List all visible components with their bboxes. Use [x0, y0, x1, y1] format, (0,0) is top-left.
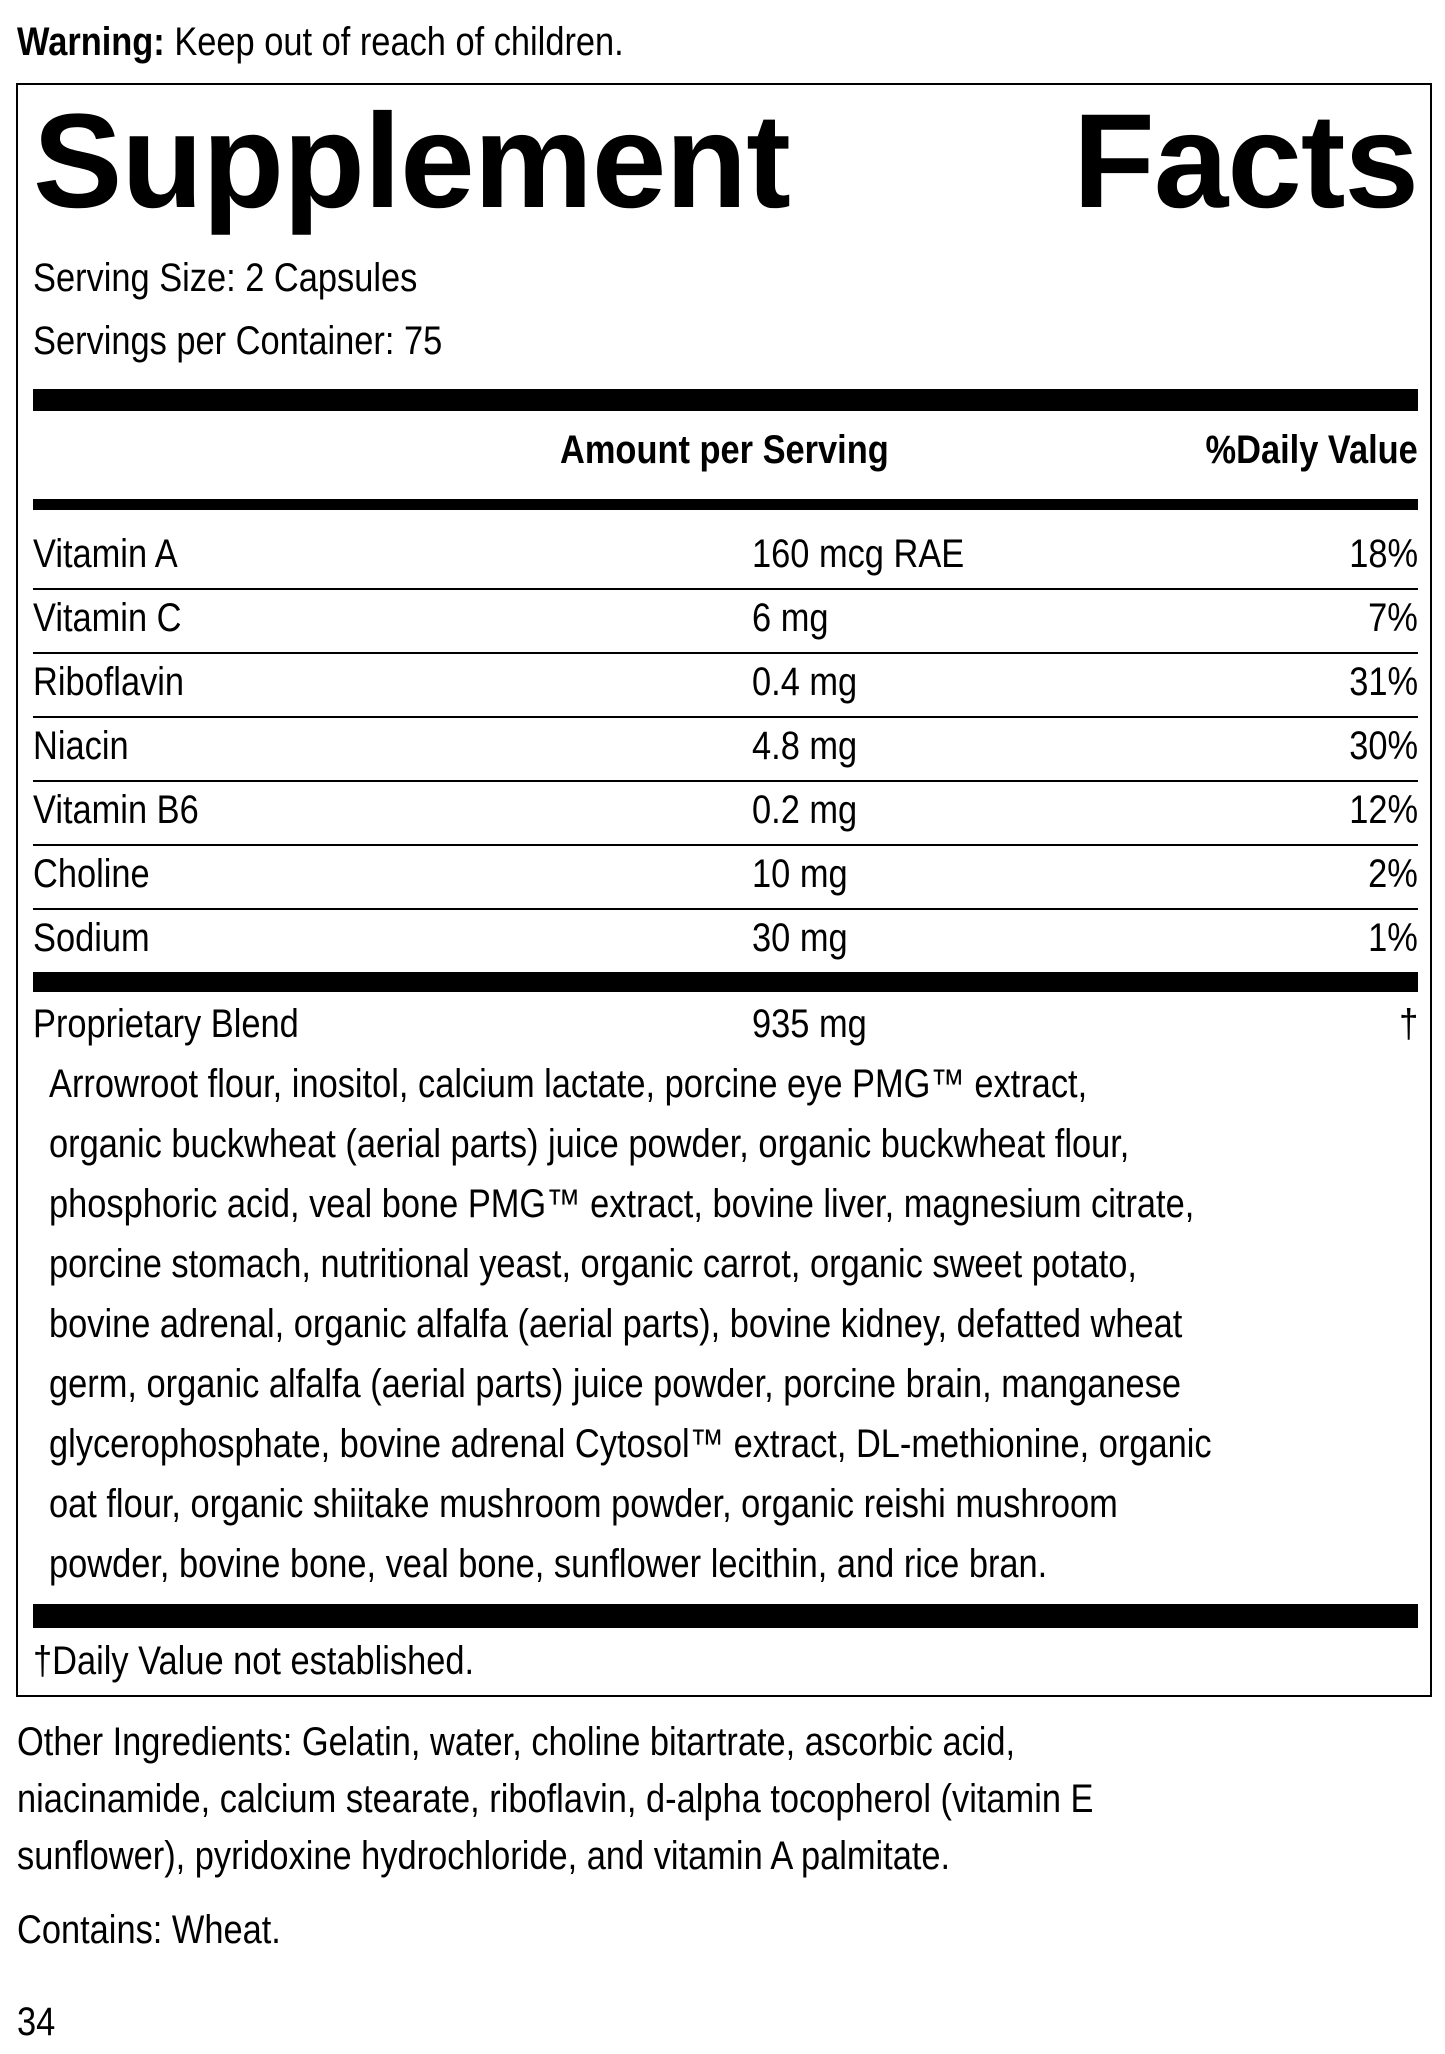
- divider-medium: [33, 499, 1418, 510]
- nutrient-dv: 7%: [1368, 596, 1418, 640]
- other-ingredients-line: niacinamide, calcium stearate, riboflavi…: [17, 1777, 1094, 1821]
- blend-dv: †: [1398, 1002, 1418, 1046]
- nutrient-amount: 0.4 mg: [752, 660, 858, 704]
- supplement-facts-panel: [16, 83, 1432, 1697]
- title-word-facts: Facts: [1072, 87, 1419, 236]
- blend-ingredients-line: germ, organic alfalfa (aerial parts) jui…: [49, 1362, 1181, 1406]
- other-ingredients-line: sunflower), pyridoxine hydrochloride, an…: [17, 1834, 951, 1878]
- nutrient-name: Vitamin B6: [33, 788, 199, 832]
- blend-ingredients-line: bovine adrenal, organic alfalfa (aerial …: [49, 1302, 1183, 1346]
- divider-thick: [33, 972, 1418, 992]
- serving-size: Serving Size: 2 Capsules: [33, 256, 418, 300]
- warning-label: Warning:: [17, 20, 165, 64]
- blend-ingredients-line: oat flour, organic shiitake mushroom pow…: [49, 1482, 1118, 1526]
- title-word-supplement: Supplement: [33, 87, 791, 236]
- nutrient-name: Riboflavin: [33, 660, 185, 704]
- blend-ingredients-line: powder, bovine bone, veal bone, sunflowe…: [49, 1542, 1048, 1586]
- nutrient-amount: 160 mcg RAE: [752, 532, 965, 576]
- divider-thick: [33, 1604, 1418, 1628]
- nutrient-dv: 12%: [1349, 788, 1418, 832]
- blend-ingredients-line: porcine stomach, nutritional yeast, orga…: [49, 1242, 1137, 1286]
- nutrient-dv: 1%: [1368, 916, 1418, 960]
- nutrient-name: Vitamin A: [33, 532, 178, 576]
- nutrient-name: Choline: [33, 852, 150, 896]
- blend-amount: 935 mg: [752, 1002, 867, 1046]
- row-divider: [33, 908, 1418, 910]
- header-daily-value: %Daily Value: [1205, 428, 1418, 472]
- contains-allergen: Contains: Wheat.: [17, 1908, 281, 1952]
- row-divider: [33, 588, 1418, 590]
- warning-text: Warning: Keep out of reach of children.: [17, 22, 624, 62]
- nutrient-name: Niacin: [33, 724, 129, 768]
- blend-ingredients-line: phosphoric acid, veal bone PMG™ extract,…: [49, 1182, 1195, 1226]
- header-amount: Amount per Serving: [560, 428, 889, 472]
- page-number: 34: [17, 2000, 56, 2044]
- blend-ingredients-line: Arrowroot flour, inositol, calcium lacta…: [49, 1062, 1088, 1106]
- blend-ingredients-line: glycerophosphate, bovine adrenal Cytosol…: [49, 1422, 1212, 1466]
- other-ingredients-line: Other Ingredients: Gelatin, water, choli…: [17, 1720, 1016, 1764]
- row-divider: [33, 844, 1418, 846]
- row-divider: [33, 780, 1418, 782]
- divider-thick: [33, 389, 1418, 411]
- nutrient-dv: 2%: [1368, 852, 1418, 896]
- nutrient-name: Vitamin C: [33, 596, 182, 640]
- nutrient-name: Sodium: [33, 916, 150, 960]
- warning-message: Keep out of reach of children.: [164, 20, 624, 64]
- footnote: †Daily Value not established.: [33, 1639, 475, 1683]
- nutrient-amount: 10 mg: [752, 852, 848, 896]
- blend-ingredients-line: organic buckwheat (aerial parts) juice p…: [49, 1122, 1130, 1166]
- nutrient-amount: 6 mg: [752, 596, 829, 640]
- nutrient-amount: 4.8 mg: [752, 724, 858, 768]
- row-divider: [33, 652, 1418, 654]
- nutrient-amount: 0.2 mg: [752, 788, 858, 832]
- row-divider: [33, 716, 1418, 718]
- servings-per-container: Servings per Container: 75: [33, 319, 443, 363]
- nutrient-amount: 30 mg: [752, 916, 848, 960]
- blend-name: Proprietary Blend: [33, 1002, 299, 1046]
- nutrient-dv: 31%: [1349, 660, 1418, 704]
- nutrient-dv: 30%: [1349, 724, 1418, 768]
- nutrient-dv: 18%: [1349, 532, 1418, 576]
- panel-title: Supplement Facts: [33, 87, 1419, 236]
